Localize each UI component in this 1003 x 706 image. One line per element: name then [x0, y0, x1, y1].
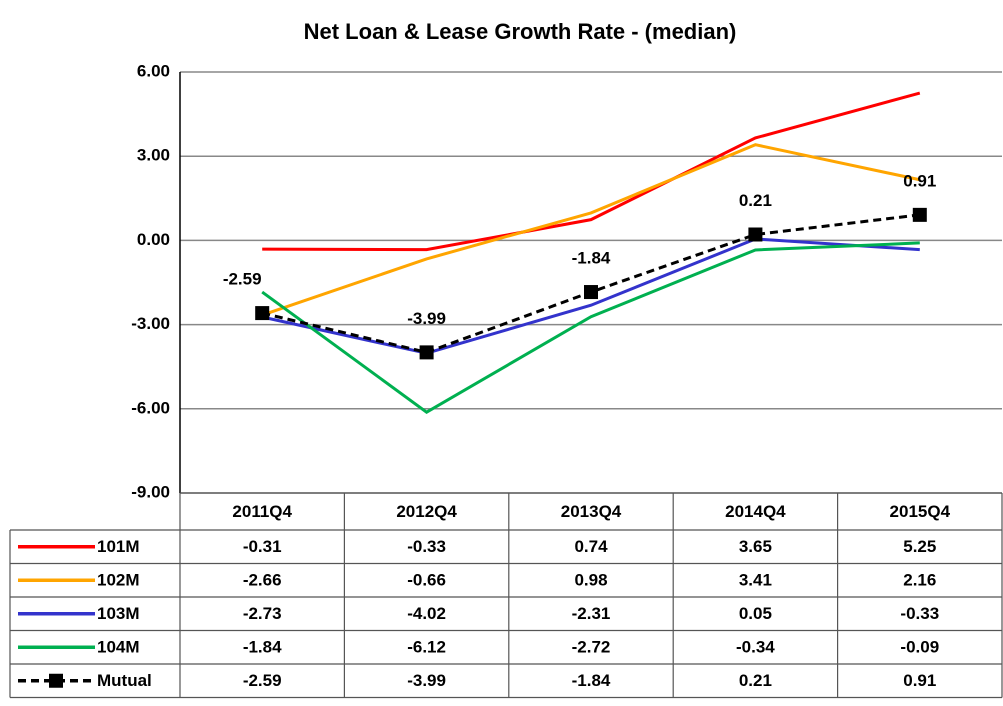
table-value: -1.84 [572, 671, 611, 690]
legend-marker [49, 673, 63, 688]
table-value: 0.74 [574, 537, 608, 556]
y-tick-label: 0.00 [137, 230, 170, 249]
marker [912, 207, 927, 222]
table-value: 0.91 [903, 671, 936, 690]
legend-label: 101M [97, 537, 140, 556]
legend-label: Mutual [97, 671, 152, 690]
y-tick-label: 3.00 [137, 146, 170, 165]
table-value: 5.25 [903, 537, 936, 556]
legend-label: 103M [97, 604, 140, 623]
table-value: 0.21 [739, 671, 772, 690]
y-tick-label: -9.00 [131, 482, 170, 501]
series-line [261, 143, 921, 317]
table-value: -0.33 [900, 604, 939, 623]
table-value: -0.66 [407, 571, 446, 590]
table-value: -2.66 [243, 571, 282, 590]
marker [419, 345, 434, 360]
table-value: -0.09 [900, 638, 939, 657]
y-tick-label: -3.00 [131, 314, 170, 333]
table-value: -6.12 [407, 638, 446, 657]
table-value: 0.98 [574, 571, 607, 590]
table-value: 3.41 [739, 571, 772, 590]
series-line [261, 237, 920, 355]
legend-label: 104M [97, 638, 140, 657]
table-value: -0.34 [736, 638, 775, 657]
series-line [261, 213, 920, 354]
y-tick-label: -6.00 [131, 398, 170, 417]
data-label: 0.21 [739, 191, 772, 210]
table-value: -2.59 [243, 671, 282, 690]
table-value: -3.99 [407, 671, 446, 690]
table-value: 0.05 [739, 604, 772, 623]
table-value: -0.31 [243, 537, 282, 556]
x-tick-label: 2012Q4 [396, 502, 457, 521]
marker [748, 227, 763, 242]
series-line [262, 91, 921, 252]
series-line [261, 241, 920, 414]
table-value: -1.84 [243, 638, 282, 657]
table-value: -2.31 [572, 604, 611, 623]
data-label: -3.99 [407, 309, 446, 328]
data-label: -2.59 [223, 270, 262, 289]
data-label: 0.91 [903, 171, 936, 190]
table-value: -2.72 [572, 638, 611, 657]
legend-label: 102M [97, 571, 140, 590]
x-tick-label: 2015Q4 [890, 502, 951, 521]
y-tick-label: 6.00 [137, 61, 170, 80]
table-value: -0.33 [407, 537, 446, 556]
table-value: 3.65 [739, 537, 772, 556]
table-value: -2.73 [243, 604, 282, 623]
x-tick-label: 2011Q4 [232, 502, 292, 521]
marker [584, 285, 598, 300]
data-label: -1.84 [572, 249, 611, 268]
table-value: -4.02 [407, 604, 446, 623]
x-tick-label: 2014Q4 [725, 502, 786, 521]
marker [255, 306, 270, 321]
table-value: 2.16 [903, 571, 936, 590]
chart-title: Net Loan & Lease Growth Rate - (median) [304, 19, 737, 44]
x-tick-label: 2013Q4 [561, 502, 622, 521]
